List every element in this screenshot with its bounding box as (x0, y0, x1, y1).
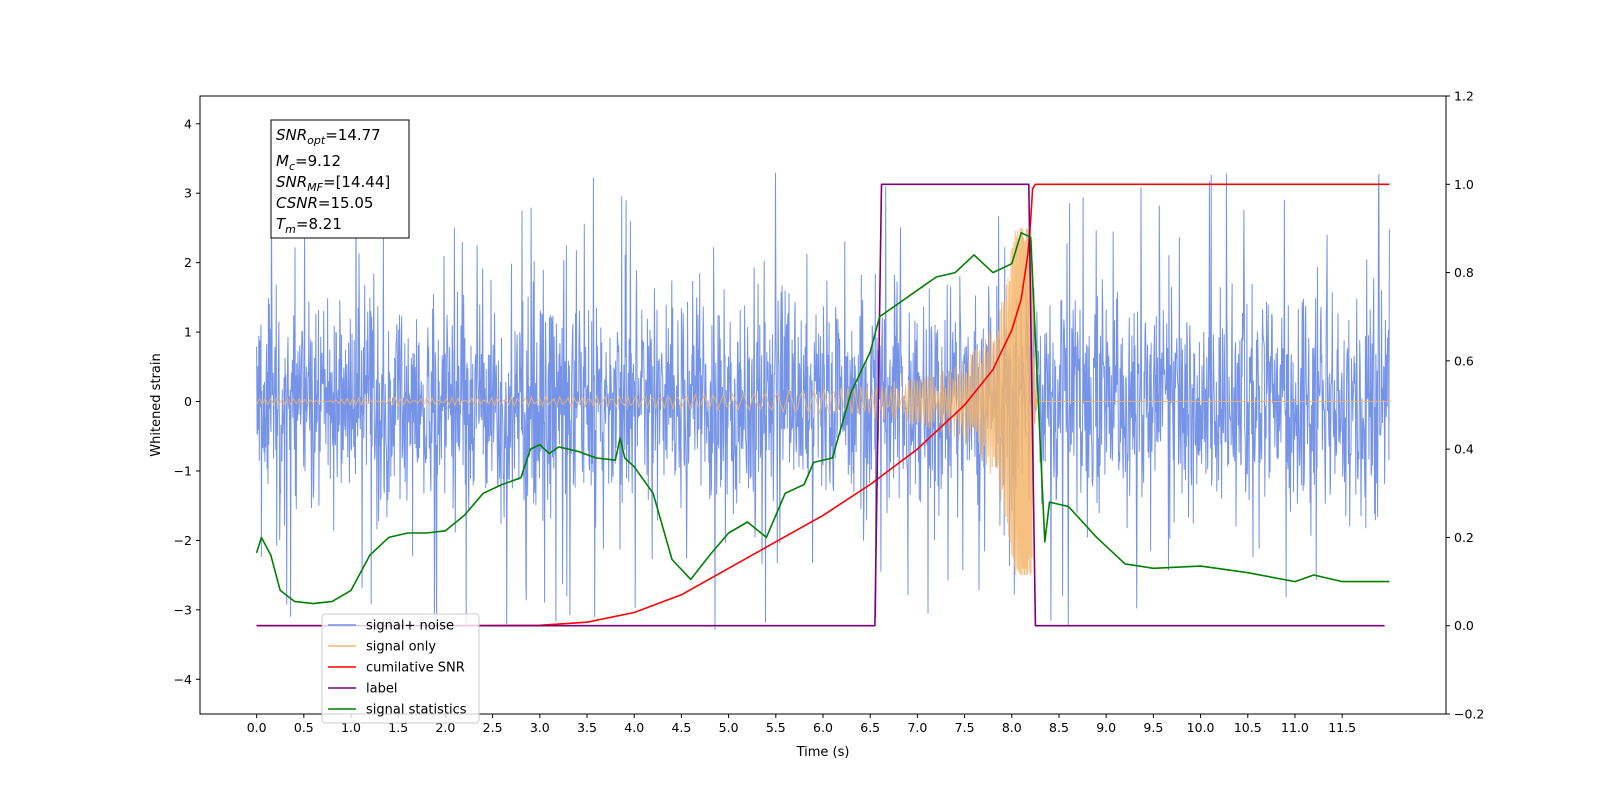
x-tick-label: 4.0 (624, 720, 644, 735)
annotation-snr-mf: SNRMF=[14.44] (276, 173, 390, 194)
legend-entry: label (366, 682, 397, 697)
y-tick-label-left: −2 (174, 533, 192, 548)
x-tick-label: 4.5 (671, 720, 691, 735)
x-tick-label: 10.0 (1187, 720, 1215, 735)
y-tick-label-left: 2 (184, 255, 192, 270)
x-tick-label: 5.5 (766, 720, 786, 735)
y-tick-label-right: 0.2 (1454, 530, 1474, 545)
y-tick-label-left: 4 (184, 116, 192, 131)
x-axis-label: Time (s) (796, 745, 850, 760)
series-label (256, 183, 1385, 627)
annotation-tm: Tm=8.21 (276, 215, 342, 236)
series-layer (255, 172, 1390, 630)
x-tick-label: 0.5 (294, 720, 314, 735)
y-tick-label-right: 0.6 (1454, 353, 1474, 368)
x-tick-label: 6.0 (813, 720, 833, 735)
legend-entry: signal+ noise (366, 619, 454, 634)
series-signal-statistics (255, 232, 1390, 605)
series-signal-noise (256, 172, 1390, 630)
x-tick-label: 9.5 (1143, 720, 1163, 735)
y-tick-label-left: 3 (184, 186, 192, 201)
series-signal-only (256, 228, 1389, 576)
x-tick-label: 0.0 (247, 720, 267, 735)
legend-entry: signal statistics (366, 703, 467, 718)
x-tick-label: 7.5 (955, 720, 975, 735)
y-tick-label-right: 0.8 (1454, 265, 1474, 280)
legend: signal+ noise signal only cumilative SNR la… (321, 613, 480, 724)
y-tick-label-left: 0 (184, 394, 192, 409)
x-tick-label: 3.0 (530, 720, 550, 735)
y-tick-label-right: −0.2 (1454, 707, 1484, 722)
legend-entry: cumilative SNR (366, 661, 465, 676)
y-axis-label: Whitened strain (149, 353, 164, 456)
annotation-mc: Mc=9.12 (276, 152, 341, 173)
x-tick-label: 2.5 (483, 720, 503, 735)
annotation-csnr: CSNR=15.05 (276, 194, 373, 212)
annotation-frame (270, 119, 410, 239)
x-tick-label: 10.5 (1234, 720, 1262, 735)
y-tick-label-left: −1 (174, 463, 192, 478)
y-tick-label-left: 1 (184, 325, 192, 340)
y-tick-label-right: 0.4 (1454, 442, 1474, 457)
x-tick-label: 6.5 (860, 720, 880, 735)
x-tick-label: 5.0 (719, 720, 739, 735)
x-tick-label: 2.0 (435, 720, 455, 735)
y-tick-label-right: 1.0 (1454, 177, 1474, 192)
legend-frame (321, 613, 480, 724)
metrics-annotation: SNRopt=14.77 Mc=9.12 SNRMF=[14.44] CSNR=… (270, 119, 410, 239)
x-tick-label: 8.5 (1049, 720, 1069, 735)
x-tick-label: 8.0 (1002, 720, 1022, 735)
x-tick-label: 1.5 (388, 720, 408, 735)
y-tick-label-left: −3 (174, 602, 192, 617)
x-tick-label: 7.0 (907, 720, 927, 735)
y-tick-label-left: −4 (174, 672, 192, 687)
annotation-snr-opt: SNRopt=14.77 (276, 126, 381, 147)
y-tick-label-right: 1.2 (1454, 89, 1474, 104)
ticks-layer: 0.0 0.5 1.0 1.5 2.0 2.5 3.0 3.5 4.0 4.5 5.0 5.5 6.0 6… (174, 89, 1485, 736)
x-tick-label: 3.5 (577, 720, 597, 735)
x-tick-label: 9.0 (1096, 720, 1116, 735)
x-tick-label: 11.0 (1281, 720, 1309, 735)
series-cumulative-snr (256, 183, 1390, 627)
legend-entry: signal only (366, 640, 436, 655)
x-tick-label: 11.5 (1328, 720, 1356, 735)
x-tick-label: 1.0 (341, 720, 361, 735)
y-tick-label-right: 0.0 (1454, 618, 1474, 633)
